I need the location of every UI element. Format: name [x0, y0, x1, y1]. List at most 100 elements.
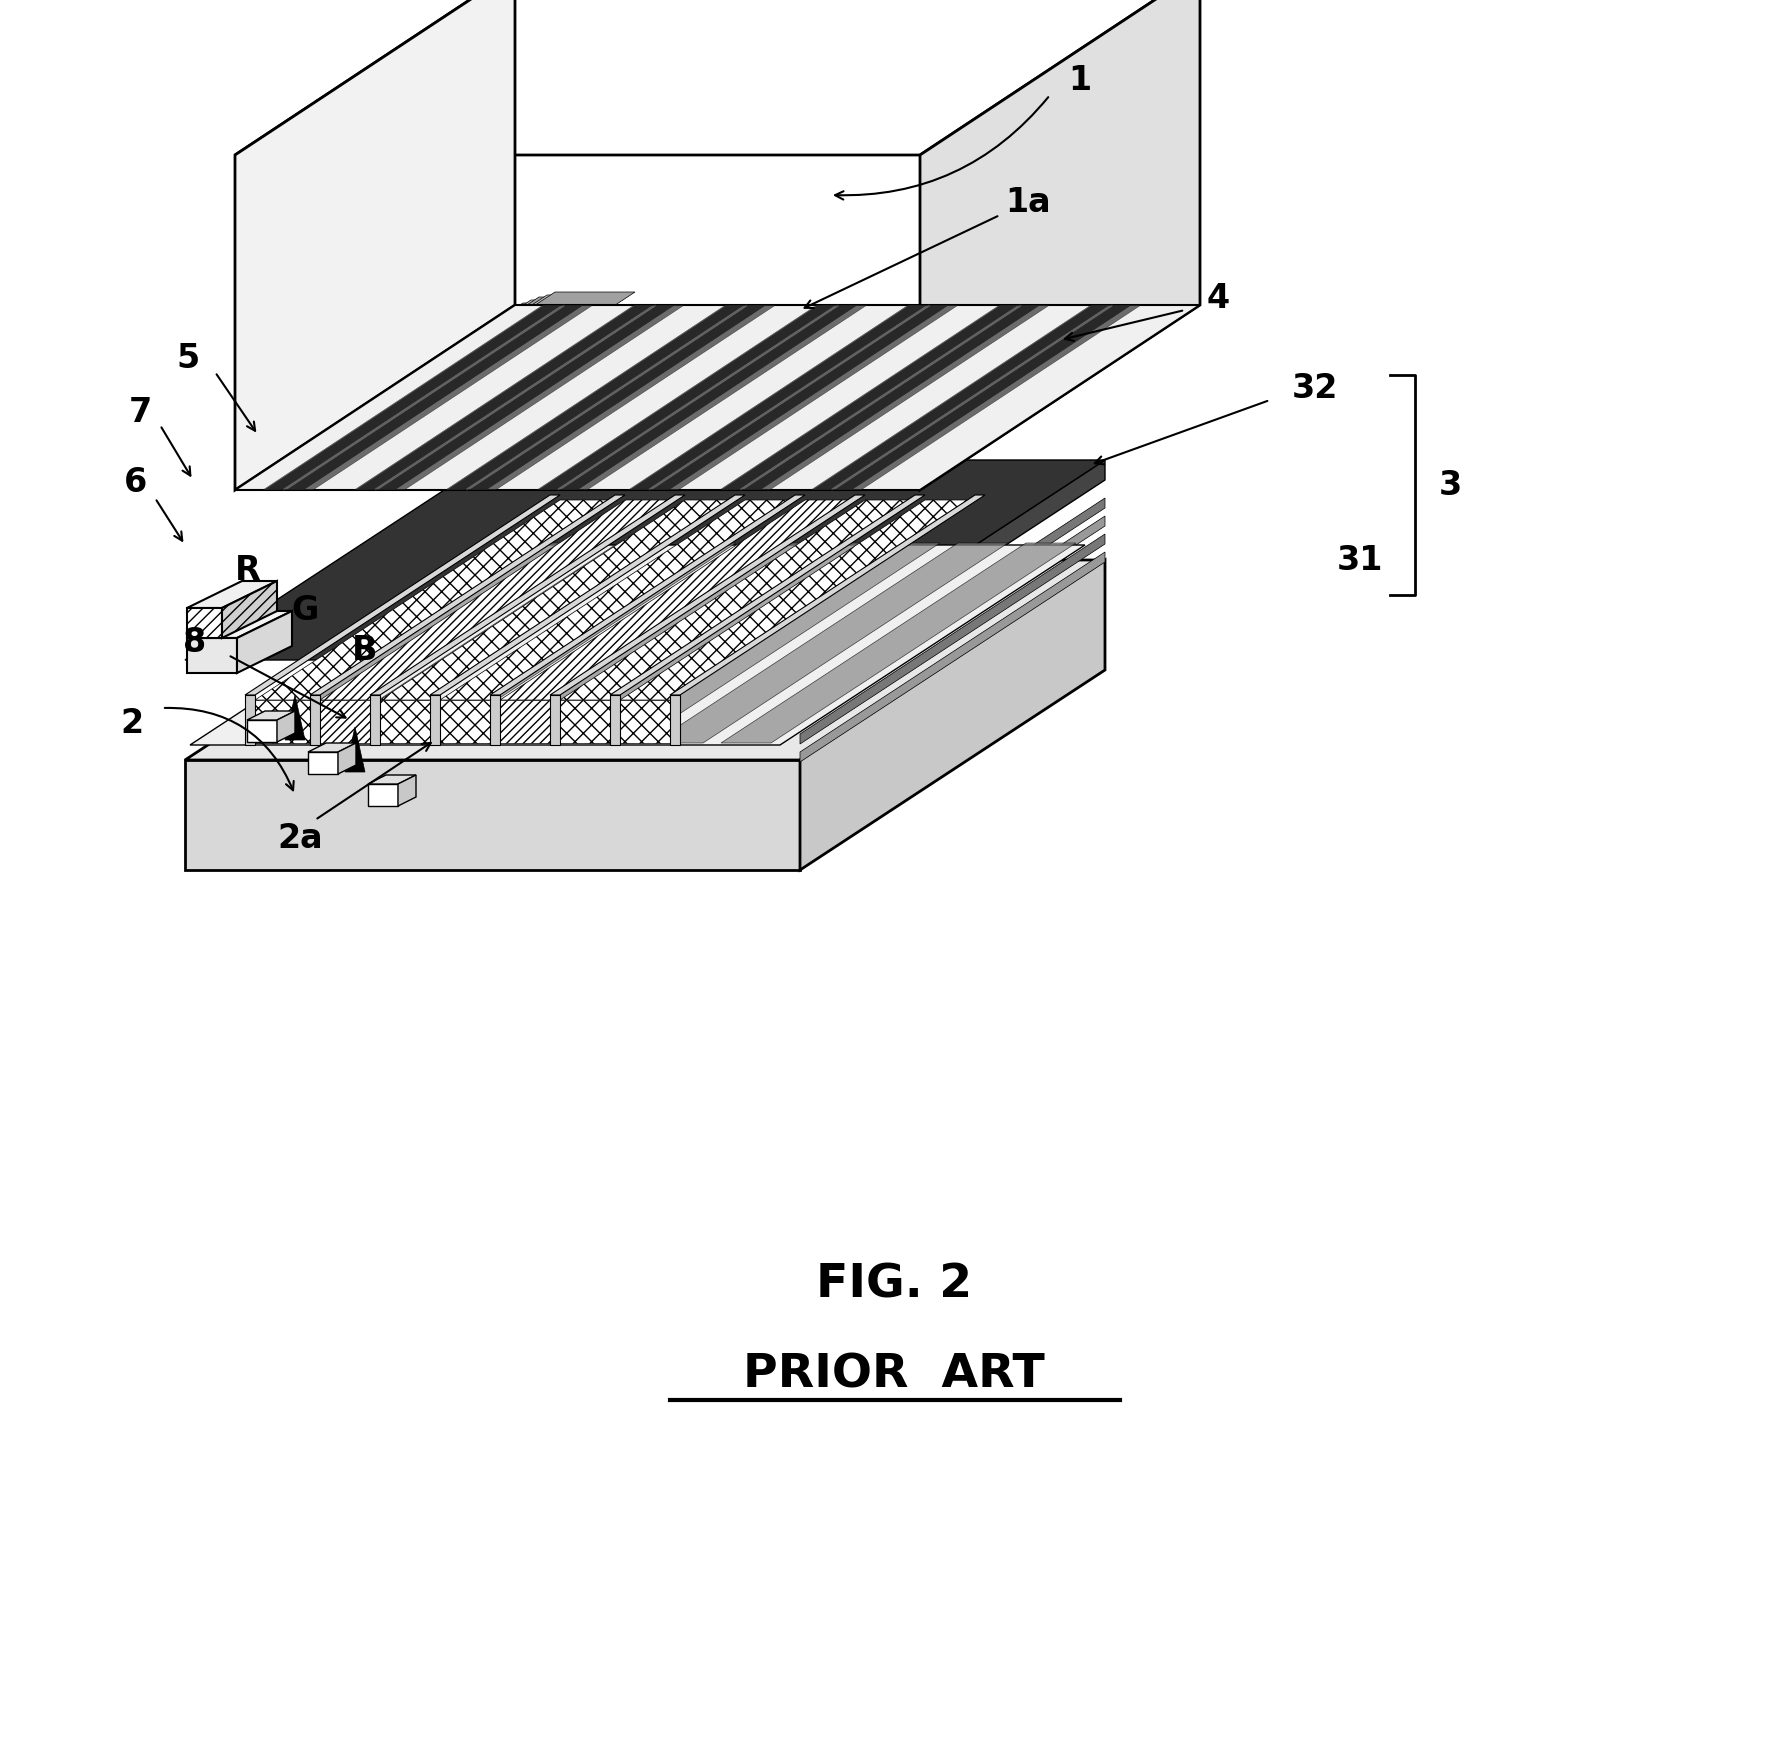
- Polygon shape: [800, 515, 1106, 726]
- Polygon shape: [449, 543, 803, 743]
- FancyArrowPatch shape: [1095, 401, 1267, 465]
- FancyArrowPatch shape: [216, 375, 256, 431]
- Polygon shape: [313, 543, 667, 743]
- Polygon shape: [549, 494, 866, 694]
- Polygon shape: [188, 580, 277, 608]
- Text: 8: 8: [184, 626, 206, 659]
- Polygon shape: [440, 699, 490, 743]
- Polygon shape: [800, 498, 1106, 708]
- Polygon shape: [648, 305, 930, 491]
- Polygon shape: [284, 694, 304, 740]
- Polygon shape: [562, 305, 857, 491]
- Polygon shape: [234, 305, 596, 491]
- FancyArrowPatch shape: [156, 500, 182, 540]
- Polygon shape: [630, 305, 927, 491]
- Polygon shape: [560, 500, 914, 699]
- Polygon shape: [234, 0, 515, 491]
- Polygon shape: [309, 694, 320, 745]
- Polygon shape: [377, 305, 674, 491]
- Polygon shape: [465, 305, 748, 491]
- Polygon shape: [236, 612, 292, 673]
- Polygon shape: [653, 305, 948, 491]
- Polygon shape: [243, 303, 603, 487]
- Polygon shape: [379, 699, 429, 743]
- Polygon shape: [338, 743, 356, 775]
- Polygon shape: [184, 559, 1106, 761]
- Polygon shape: [247, 720, 277, 742]
- Polygon shape: [471, 305, 766, 491]
- Polygon shape: [250, 300, 612, 486]
- Polygon shape: [188, 612, 292, 638]
- Polygon shape: [800, 552, 1106, 763]
- Polygon shape: [499, 699, 549, 743]
- Polygon shape: [256, 500, 615, 699]
- Text: 4: 4: [1206, 282, 1229, 314]
- Polygon shape: [610, 694, 621, 745]
- Polygon shape: [263, 305, 592, 491]
- Polygon shape: [320, 500, 674, 699]
- Polygon shape: [721, 543, 1075, 743]
- Polygon shape: [245, 543, 599, 743]
- Polygon shape: [800, 559, 1106, 869]
- Text: 32: 32: [1292, 372, 1338, 405]
- Polygon shape: [832, 305, 1113, 491]
- Polygon shape: [835, 305, 1131, 491]
- Polygon shape: [283, 305, 565, 491]
- Polygon shape: [800, 535, 1106, 743]
- Polygon shape: [370, 494, 685, 694]
- Polygon shape: [247, 712, 295, 720]
- Polygon shape: [276, 293, 635, 477]
- Polygon shape: [538, 305, 835, 491]
- Polygon shape: [628, 305, 959, 491]
- Polygon shape: [490, 494, 805, 694]
- Polygon shape: [585, 543, 939, 743]
- Text: 7: 7: [129, 396, 152, 428]
- FancyArrowPatch shape: [1064, 310, 1183, 340]
- Polygon shape: [719, 305, 1050, 491]
- Polygon shape: [345, 727, 365, 771]
- Polygon shape: [812, 305, 1109, 491]
- Polygon shape: [560, 699, 610, 743]
- Polygon shape: [447, 305, 744, 491]
- Polygon shape: [245, 494, 560, 694]
- Polygon shape: [621, 699, 671, 743]
- Text: 2a: 2a: [277, 822, 322, 854]
- Text: G: G: [292, 594, 318, 626]
- Polygon shape: [356, 305, 653, 491]
- Polygon shape: [490, 694, 499, 745]
- Text: FIG. 2: FIG. 2: [816, 1262, 971, 1308]
- Polygon shape: [379, 500, 735, 699]
- Polygon shape: [610, 494, 925, 694]
- Polygon shape: [267, 295, 626, 480]
- Polygon shape: [308, 752, 338, 775]
- Polygon shape: [259, 296, 619, 482]
- Polygon shape: [222, 580, 277, 638]
- Polygon shape: [190, 545, 1084, 745]
- Text: 5: 5: [177, 342, 200, 375]
- Polygon shape: [370, 694, 379, 745]
- Polygon shape: [721, 305, 1018, 491]
- Polygon shape: [320, 699, 370, 743]
- Polygon shape: [309, 494, 624, 694]
- Text: 6: 6: [123, 466, 147, 498]
- Text: 1: 1: [1068, 63, 1091, 96]
- Polygon shape: [517, 543, 871, 743]
- FancyArrowPatch shape: [835, 96, 1048, 200]
- Polygon shape: [429, 494, 744, 694]
- Polygon shape: [374, 305, 657, 491]
- Polygon shape: [184, 459, 1106, 659]
- Polygon shape: [265, 305, 562, 491]
- Polygon shape: [499, 500, 855, 699]
- FancyArrowPatch shape: [317, 743, 431, 819]
- Polygon shape: [810, 305, 1141, 491]
- Polygon shape: [671, 694, 680, 745]
- Polygon shape: [234, 0, 1200, 154]
- Polygon shape: [188, 638, 236, 673]
- Polygon shape: [256, 699, 309, 743]
- Text: 1a: 1a: [1005, 186, 1050, 219]
- Polygon shape: [277, 712, 295, 742]
- FancyArrowPatch shape: [161, 428, 190, 475]
- Polygon shape: [920, 0, 1200, 491]
- Text: 3: 3: [1438, 468, 1462, 501]
- Polygon shape: [549, 694, 560, 745]
